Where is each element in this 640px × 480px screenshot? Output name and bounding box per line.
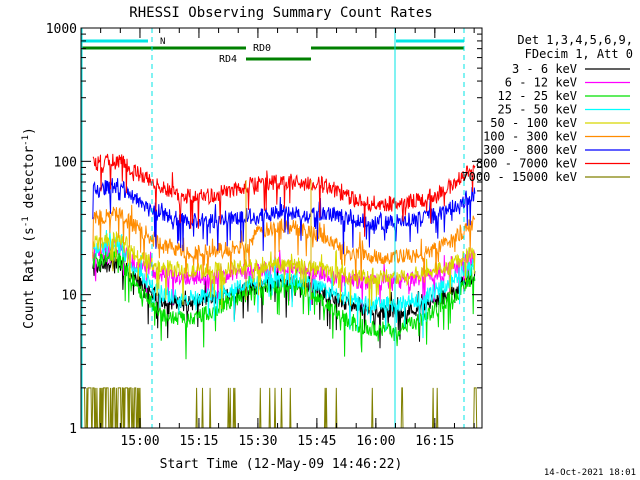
x-tick-label: 16:15 (415, 434, 454, 449)
y-axis-label-main: Count Rate (s (22, 227, 37, 329)
legend-label: 7000 - 15000 keV (461, 170, 577, 184)
attenuator-label: N (160, 37, 165, 47)
series-line (92, 246, 476, 360)
legend-label: 12 - 25 keV (498, 89, 577, 103)
chart-title: RHESSI Observing Summary Count Rates (129, 5, 432, 21)
overlay-flags: N RD0 RD4 (81, 28, 465, 428)
series-line (92, 231, 476, 311)
series-line (83, 387, 478, 429)
series-line (92, 153, 476, 237)
y-axis-label: Count Rate (s-1 detector-1) (21, 127, 37, 329)
plot-frame (80, 27, 483, 429)
legend-header-line-1: Det 1,3,4,5,6,9, (517, 33, 633, 47)
y-tick-label: 10 (61, 289, 77, 304)
y-axis: 1 10 100 1000 (46, 22, 482, 437)
x-tick-label: 15:45 (297, 434, 336, 449)
series-line (92, 204, 476, 283)
rd0-label: RD0 (253, 43, 271, 54)
y-axis-label-mid: detector (22, 146, 37, 217)
x-tick-label: 15:00 (120, 434, 159, 449)
timestamp: 14-Oct-2021 18:01 (544, 468, 636, 478)
x-tick-label: 15:30 (238, 434, 277, 449)
y-axis-label-sup-1: -1 (21, 216, 31, 227)
legend-header-line-2: FDecim 1, Att 0 (525, 47, 633, 61)
legend: Det 1,3,4,5,6,9, FDecim 1, Att 0 3 - 6 k… (461, 33, 633, 184)
x-axis: 15:00 15:15 15:30 15:45 16:00 16:15 (100, 28, 475, 449)
x-tick-label: 16:00 (356, 434, 395, 449)
y-tick-label: 100 (54, 155, 77, 170)
legend-label: 50 - 100 keV (490, 116, 577, 130)
legend-label: 300 - 800 keV (483, 143, 577, 157)
legend-label: 6 - 12 keV (505, 76, 577, 90)
x-tick-label: 15:15 (179, 434, 218, 449)
legend-label: 25 - 50 keV (498, 103, 577, 117)
legend-label: 100 - 300 keV (483, 130, 577, 144)
plot-data (83, 153, 478, 429)
y-tick-label: 1 (69, 422, 77, 437)
legend-label: 3 - 6 keV (512, 62, 577, 76)
y-axis-label-end: ) (22, 127, 37, 135)
rd4-label: RD4 (219, 54, 237, 65)
x-axis-label: Start Time (12-May-09 14:46:22) (160, 457, 403, 472)
legend-label: 800 - 7000 keV (476, 157, 577, 171)
y-tick-label: 1000 (46, 22, 77, 37)
y-axis-label-sup-2: -1 (21, 135, 31, 146)
